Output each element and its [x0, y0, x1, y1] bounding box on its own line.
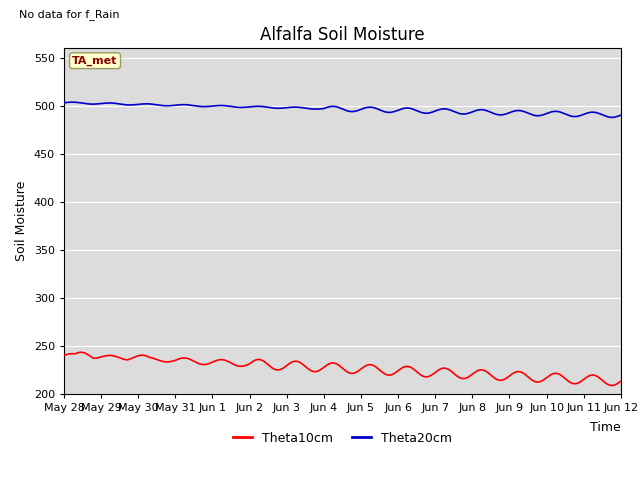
Text: Time: Time	[590, 421, 621, 434]
Text: TA_met: TA_met	[72, 56, 118, 66]
Legend: Theta10cm, Theta20cm: Theta10cm, Theta20cm	[228, 427, 456, 450]
Y-axis label: Soil Moisture: Soil Moisture	[15, 180, 28, 261]
Title: Alfalfa Soil Moisture: Alfalfa Soil Moisture	[260, 25, 425, 44]
Text: No data for f_Rain: No data for f_Rain	[19, 10, 120, 20]
